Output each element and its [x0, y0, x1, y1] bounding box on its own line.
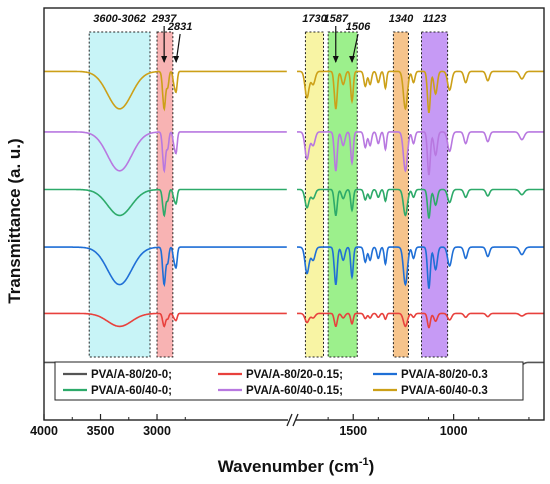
annotation-2: 2937 — [151, 13, 177, 25]
legend-label-4: PVA/A-60/40-0; — [91, 385, 172, 397]
annotation-8: 1123 — [423, 13, 447, 25]
annotation-arrowhead-5 — [332, 56, 339, 63]
x-axis-title-superscript: -1 — [359, 456, 369, 468]
legend-label-1: PVA/A-80/20-0; — [91, 369, 172, 381]
y-axis-title: Transmittance (a. u.) — [5, 138, 24, 303]
x-tick-label-1500: 1500 — [339, 424, 367, 438]
series-line-4-right — [297, 188, 544, 219]
x-axis-ticks: 4000 3500 3000 1500 1000 — [30, 414, 530, 438]
series-line-5-left — [44, 131, 287, 174]
legend-label-6: PVA/A-60/40-0.3 — [401, 385, 488, 397]
legend: PVA/A-80/20-0; PVA/A-80/20-0.15; PVA/A-80/… — [54, 361, 524, 401]
axis-break-mark-1 — [286, 413, 293, 427]
series-line-2-left — [44, 312, 287, 328]
annotation-3: 2831 — [167, 21, 192, 33]
legend-label-2: PVA/A-80/20-0.15; — [246, 369, 343, 381]
band-5 — [392, 31, 409, 358]
series-line-5-right — [297, 131, 544, 176]
legend-label-3: PVA/A-80/20-0.3 — [401, 369, 488, 381]
series-line-6-right — [297, 70, 544, 113]
x-tick-label-1000: 1000 — [440, 424, 468, 438]
x-tick-label-3000: 3000 — [143, 424, 171, 438]
annotation-arrowhead-2 — [161, 56, 168, 63]
series-line-4-left — [44, 188, 287, 218]
annotation-6: 1506 — [346, 21, 371, 33]
annotation-arrowhead-3 — [173, 56, 180, 63]
band-6 — [421, 31, 449, 358]
annotation-7: 1340 — [389, 13, 414, 25]
series-line-3-right — [297, 246, 544, 289]
annotation-4: 1730 — [302, 13, 327, 25]
band-2 — [156, 31, 174, 358]
x-axis-title-main: Wavenumber (cm — [218, 457, 359, 476]
axis-break-gap — [288, 416, 296, 424]
x-axis-title-close: ) — [369, 457, 375, 476]
x-axis-title: Wavenumber (cm-1) — [218, 456, 375, 476]
annotation-1: 3600-3062 — [93, 13, 146, 25]
plot-frame — [43, 7, 545, 427]
legend-box — [54, 361, 524, 401]
series-line-2-right — [297, 312, 544, 329]
series-line-6-left — [44, 70, 287, 112]
legend-label-5: PVA/A-60/40-0.15; — [246, 385, 343, 397]
series-line-3-left — [44, 246, 287, 288]
annotation-arrowhead-6 — [349, 56, 356, 63]
x-tick-label-3500: 3500 — [87, 424, 115, 438]
axis-break-mark-2 — [292, 413, 299, 427]
band-1 — [88, 31, 151, 358]
annotation-5: 1587 — [324, 13, 349, 25]
x-tick-label-4000: 4000 — [30, 424, 58, 438]
